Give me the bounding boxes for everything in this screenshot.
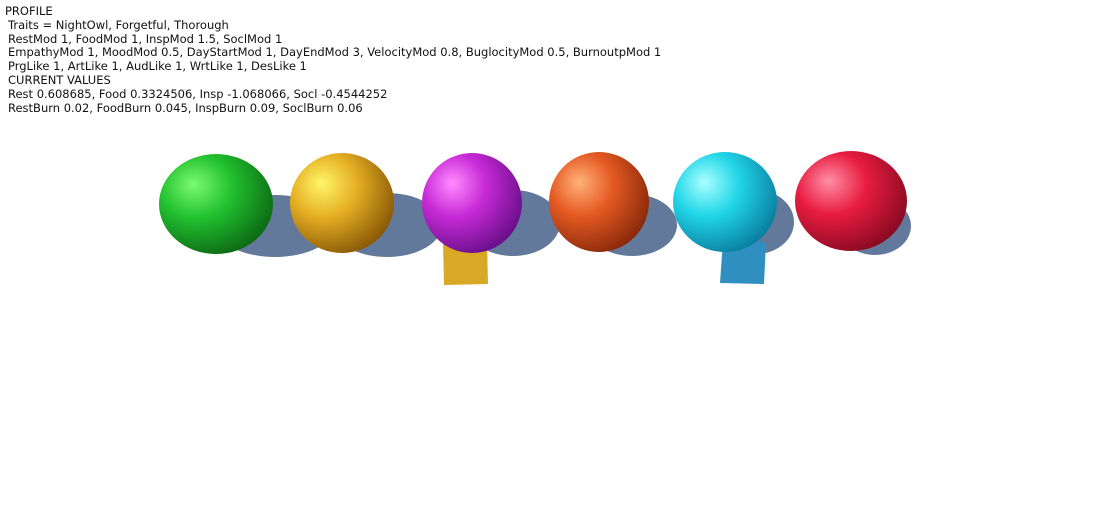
sphere-1	[159, 154, 273, 254]
sphere-2	[290, 153, 394, 253]
sphere-layer	[159, 151, 907, 254]
sphere-3	[422, 153, 522, 253]
burn-rates-line: RestBurn 0.02, FoodBurn 0.045, InspBurn …	[8, 100, 363, 115]
traits-line: Traits = NightOwl, Forgetful, Thorough	[8, 17, 229, 32]
sphere-5	[673, 152, 777, 252]
current-values-header: CURRENT VALUES	[8, 72, 111, 87]
mods-extended-line: EmpathyMod 1, MoodMod 0.5, DayStartMod 1…	[8, 45, 662, 60]
sphere-4	[549, 152, 649, 252]
likes-line: PrgLike 1, ArtLike 1, AudLike 1, WrtLike…	[8, 59, 307, 74]
profile-header: PROFILE	[5, 4, 53, 18]
sphere-6	[795, 151, 907, 251]
debug-overlay: PROFILE Traits = NightOwl, Forgetful, Th…	[5, 4, 662, 115]
mods-basic-line: RestMod 1, FoodMod 1, InspMod 1.5, SoclM…	[8, 31, 283, 46]
current-values-line: Rest 0.608685, Food 0.3324506, Insp -1.0…	[8, 86, 388, 101]
